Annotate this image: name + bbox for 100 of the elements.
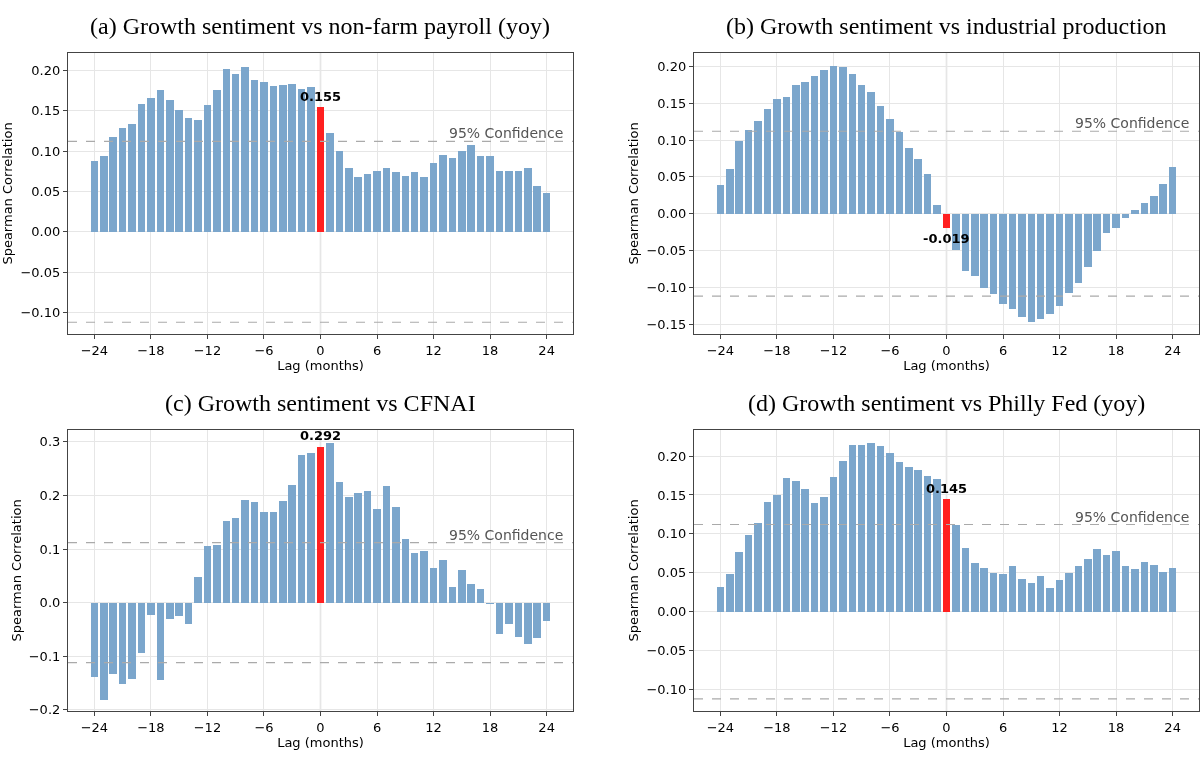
bar (449, 586, 456, 603)
x-tick-label: 24 (538, 720, 555, 736)
bar (1018, 213, 1026, 317)
bar (1112, 213, 1120, 228)
y-tick-label: 0.00 (657, 604, 687, 620)
bar (952, 524, 960, 612)
bar (119, 602, 126, 684)
ref-line-label: 95% Confidence (449, 527, 564, 543)
y-tick-label: 0.20 (657, 448, 687, 464)
bar (402, 538, 409, 603)
bar (1037, 575, 1044, 612)
bar (430, 567, 437, 603)
bar (990, 213, 997, 294)
bar (138, 602, 145, 653)
bar (402, 175, 409, 232)
bar (849, 73, 856, 214)
bar (194, 576, 202, 603)
bar (1141, 561, 1148, 612)
y-tick-label: 0.10 (657, 132, 687, 148)
bar (754, 120, 762, 214)
x-tick-label: 12 (1051, 720, 1068, 736)
y-tick-label: 0.15 (657, 487, 687, 503)
bar (783, 477, 790, 612)
bar (1131, 209, 1139, 214)
y-axis-title: Spearman Correlation (0, 122, 16, 265)
x-tick-label: 24 (1164, 720, 1181, 736)
x-tick-label: −12 (819, 343, 848, 359)
bar (867, 91, 875, 214)
bar (383, 485, 390, 603)
bar (820, 496, 828, 612)
y-tick-label: −0.1 (28, 648, 61, 664)
bar (298, 454, 305, 603)
bar (717, 184, 724, 214)
chart-title: (a) Growth sentiment vs non-farm payroll (yoy) (90, 13, 550, 39)
bar (213, 544, 221, 603)
y-tick-label: 0.2 (39, 488, 61, 503)
bar (420, 176, 428, 232)
bar (213, 89, 221, 232)
x-tick-label: −12 (193, 343, 222, 359)
bar (933, 204, 941, 214)
bar (1065, 213, 1073, 293)
y-tick-label: 0.1 (39, 541, 61, 557)
bar (1122, 213, 1129, 218)
chart-title: (d) Growth sentiment vs Philly Fed (yoy) (748, 390, 1146, 416)
x-tick-label: 12 (425, 343, 442, 359)
x-axis-title: Lag (months) (277, 358, 364, 374)
bar (886, 118, 894, 214)
y-tick-label: 0.10 (31, 143, 61, 159)
bar (1056, 579, 1063, 612)
bar (1075, 565, 1082, 612)
bar (1009, 213, 1016, 309)
bar (496, 602, 503, 634)
x-tick-label: 12 (425, 720, 442, 736)
bar (1037, 213, 1044, 319)
bar (326, 442, 334, 603)
y-tick-label: −0.05 (646, 243, 687, 259)
x-tick-label: −24 (80, 343, 109, 359)
x-tick-label: −12 (819, 720, 848, 736)
bar (839, 460, 847, 612)
bar (477, 155, 484, 232)
bar (128, 123, 136, 232)
x-tick-label: 6 (372, 343, 382, 359)
y-tick-label: 0.05 (657, 565, 687, 581)
bar (241, 499, 249, 603)
bar (420, 550, 428, 603)
x-tick-label: −6 (880, 720, 900, 736)
bar (745, 534, 752, 612)
bar (1122, 565, 1129, 612)
bar (373, 170, 381, 232)
x-tick-label: −6 (254, 343, 274, 359)
x-tick-label: 18 (481, 720, 499, 736)
bar (383, 167, 390, 232)
bar (811, 502, 818, 612)
bar (830, 476, 837, 612)
y-tick-label: 0.20 (31, 62, 61, 78)
y-tick-label: −0.05 (20, 264, 61, 280)
x-tick-label: 0 (942, 720, 951, 736)
bar (1141, 202, 1148, 214)
x-tick-label: 18 (481, 343, 499, 359)
bar (839, 66, 847, 214)
bar (270, 511, 277, 603)
bar (877, 105, 884, 214)
x-axis-title: Lag (months) (277, 735, 364, 751)
bar (270, 85, 277, 232)
bar (820, 69, 828, 214)
bar (858, 444, 865, 612)
chart-title: (b) Growth sentiment vs industrial production (726, 13, 1167, 39)
y-tick-label: 0.15 (31, 103, 61, 119)
y-tick-label: 0.05 (31, 183, 61, 199)
bar (204, 545, 211, 603)
bar (185, 602, 192, 624)
bar (1075, 213, 1082, 283)
y-tick-label: 0.0 (39, 595, 61, 611)
chart-title: (c) Growth sentiment vs CFNAI (165, 390, 476, 416)
y-tick-label: −0.15 (646, 316, 687, 332)
bar (204, 104, 211, 232)
bar (1009, 565, 1016, 612)
bar (764, 501, 771, 612)
x-tick-label: −24 (706, 343, 735, 359)
bar (336, 150, 343, 232)
